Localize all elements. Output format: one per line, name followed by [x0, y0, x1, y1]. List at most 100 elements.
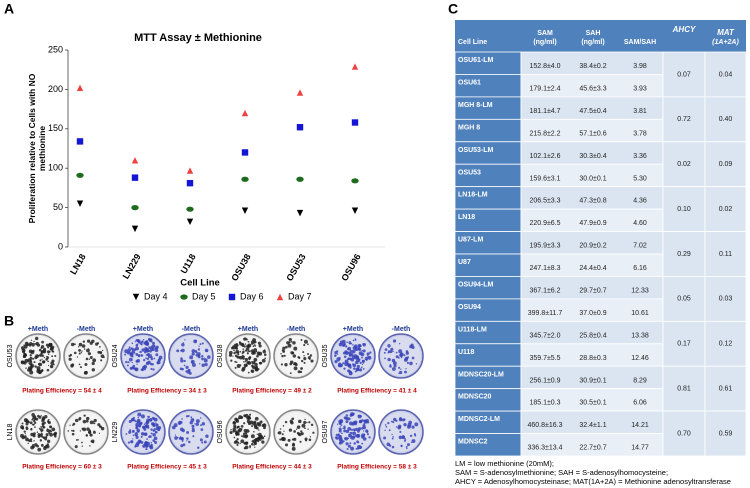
table-cell: 28.8±0.3 [579, 355, 606, 362]
table-cell: 0.81 [677, 386, 691, 393]
colony [137, 412, 142, 417]
colony [191, 428, 196, 433]
legend-marker [180, 294, 188, 300]
colony [27, 368, 31, 372]
table-cell: 29.7±0.7 [579, 288, 606, 295]
colony [194, 423, 196, 425]
colony [102, 349, 104, 352]
table-cell: 0.07 [677, 71, 691, 78]
colony [29, 421, 33, 425]
colony [346, 341, 348, 344]
colony [70, 364, 74, 368]
colony [334, 350, 338, 355]
colony [81, 350, 83, 352]
colony [77, 439, 79, 441]
colony [131, 355, 134, 358]
colony [129, 429, 132, 432]
row-name: U87 [458, 259, 471, 266]
plate-header: +Meth [343, 326, 363, 333]
colony [126, 364, 129, 367]
colony [404, 438, 407, 440]
pair-bg [662, 320, 706, 367]
data-point [241, 109, 249, 117]
colony [369, 351, 372, 354]
colony [201, 342, 204, 345]
colony [349, 414, 353, 417]
colony [124, 349, 129, 354]
colony [254, 416, 259, 421]
colony [183, 359, 186, 363]
colony [348, 433, 351, 437]
colony [29, 342, 33, 346]
colony [400, 368, 402, 370]
table-cell: 345.7±2.0 [529, 332, 560, 339]
colony [136, 418, 141, 423]
colony [405, 368, 407, 370]
colony [391, 358, 396, 363]
colony [40, 432, 44, 436]
colony [238, 341, 242, 344]
colony [87, 348, 90, 350]
colony [42, 416, 46, 420]
colony [236, 425, 240, 429]
colony [40, 428, 44, 432]
colony [33, 421, 37, 425]
colony [235, 419, 240, 423]
colony [406, 443, 410, 447]
colony [152, 417, 156, 421]
colony [243, 361, 245, 363]
colony [180, 357, 183, 360]
colony [50, 361, 54, 365]
colony [103, 356, 105, 359]
colony [235, 361, 238, 363]
colony [36, 431, 39, 433]
colony [411, 439, 416, 444]
colony [359, 361, 362, 365]
colony [81, 427, 84, 430]
colony [239, 442, 241, 445]
table-cell: 6.06 [633, 400, 647, 407]
table-cell: 0.70 [677, 430, 691, 437]
colony [86, 427, 90, 431]
table-cell: 12.33 [631, 288, 649, 295]
colony [391, 433, 393, 436]
colony [350, 446, 355, 451]
colony [51, 427, 56, 432]
colony [241, 352, 244, 355]
colony [137, 416, 139, 419]
colony [134, 445, 137, 448]
colony [43, 350, 45, 353]
colony [143, 427, 147, 431]
row-name: OSU61-LM [458, 57, 494, 64]
colony [76, 356, 79, 358]
colony [352, 339, 355, 342]
colony [199, 343, 202, 346]
colony [43, 421, 47, 424]
colony [201, 422, 206, 426]
colony [358, 358, 361, 361]
table-cell: 32.4±1.1 [579, 422, 606, 429]
colony [391, 437, 394, 440]
colony [254, 345, 257, 347]
colony [89, 356, 93, 359]
colony [264, 357, 267, 360]
colony [249, 350, 251, 352]
colony [387, 421, 390, 425]
colony [72, 429, 75, 432]
colony [398, 357, 400, 359]
colony [40, 435, 44, 438]
colony [127, 361, 130, 364]
colony [352, 431, 357, 436]
colony [299, 370, 303, 374]
colony [247, 343, 252, 348]
y-tick-label: 50 [53, 202, 63, 212]
colony [84, 363, 88, 366]
colony [406, 424, 411, 429]
colony [347, 357, 351, 360]
table-cell: 22.7±0.7 [579, 445, 606, 452]
table-cell: 399.8±11.7 [528, 310, 563, 317]
colony [157, 425, 162, 430]
colony [384, 357, 386, 360]
colony [352, 420, 357, 425]
data-point [76, 84, 84, 92]
